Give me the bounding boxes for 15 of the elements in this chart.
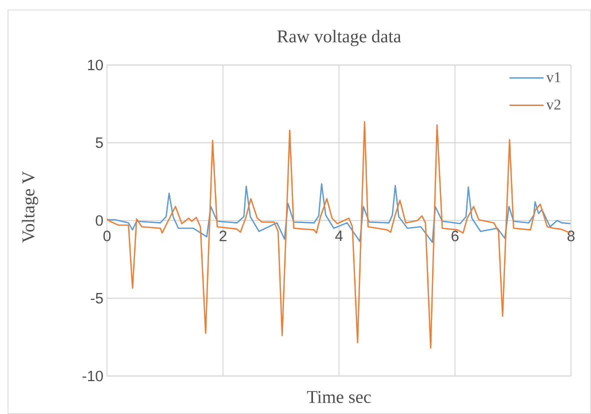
x-tick-label: 8	[568, 230, 574, 242]
x-tick-label: 6	[452, 230, 458, 242]
x-tick-label: 4	[335, 230, 343, 241]
y-tick-label: 10	[88, 60, 103, 70]
y-tick-label: 5	[96, 138, 103, 148]
x-tick-label: 0	[103, 230, 111, 242]
x-tick-label: 2	[220, 230, 226, 242]
y-tick-label: -10	[82, 370, 103, 382]
legend-label: v2	[546, 100, 560, 110]
legend-label: v1	[546, 72, 560, 82]
y-tick-label: 0	[96, 215, 103, 226]
y-tick-label: -5	[90, 293, 103, 304]
y-axis-title: Voltage V	[22, 171, 38, 243]
x-axis-title: Time sec	[307, 390, 371, 404]
chart-title: Raw voltage data	[277, 30, 402, 46]
